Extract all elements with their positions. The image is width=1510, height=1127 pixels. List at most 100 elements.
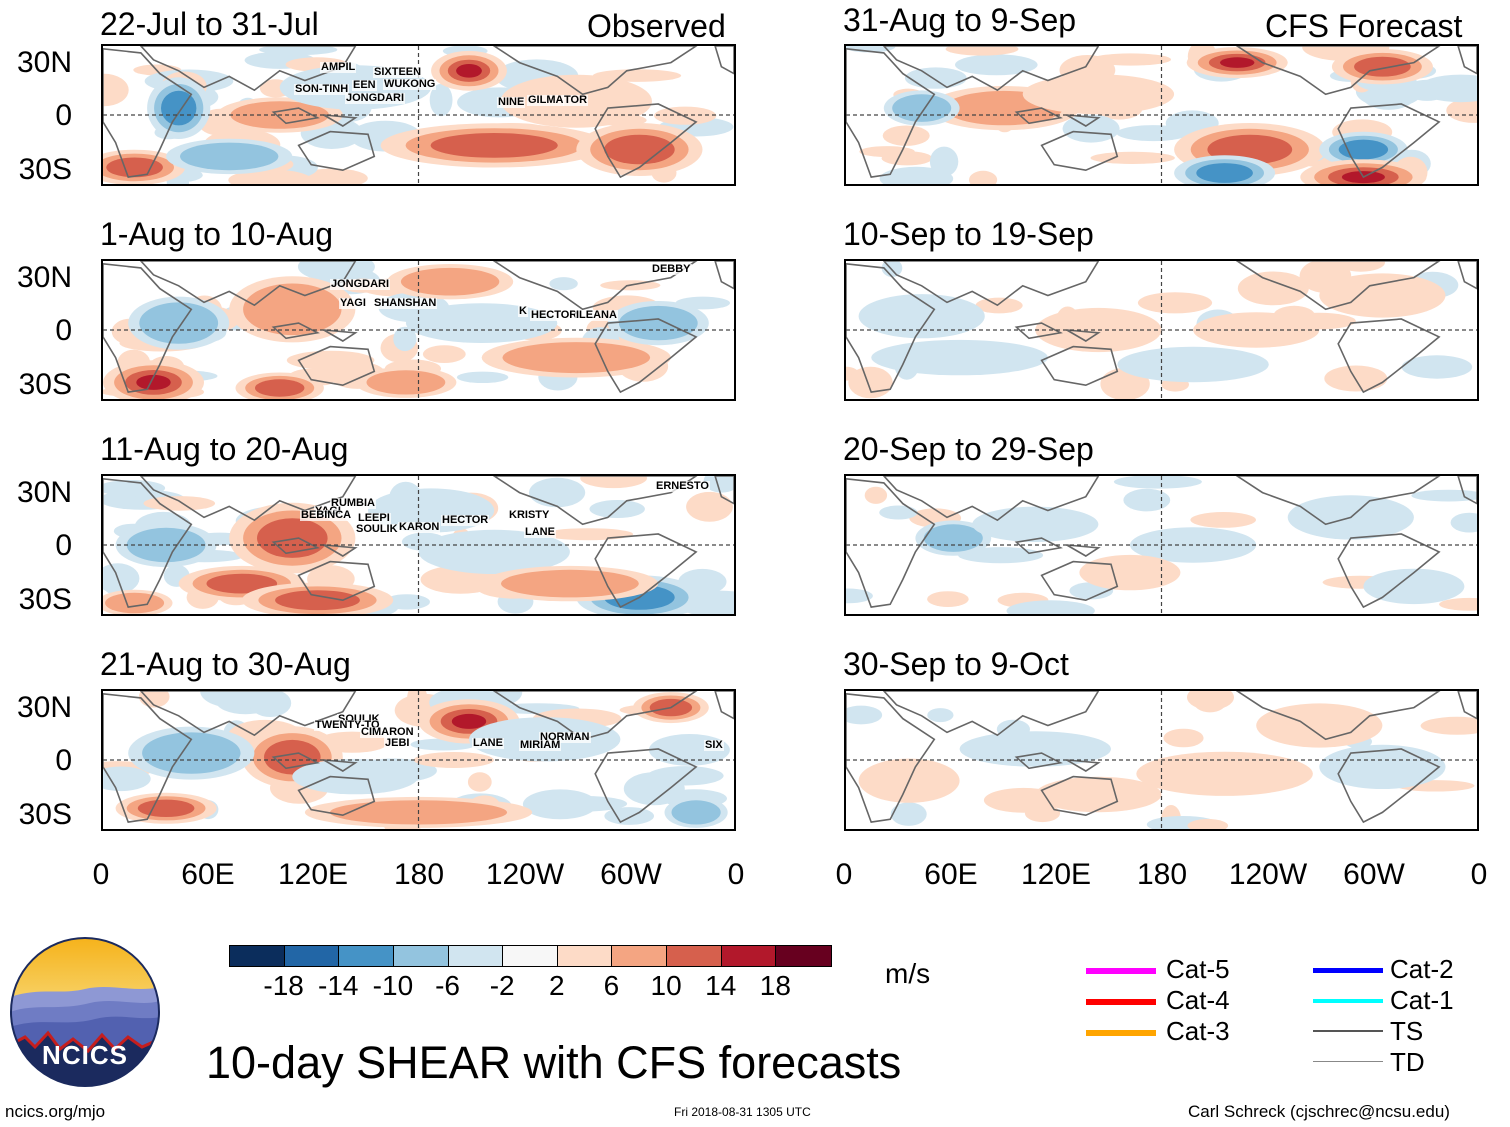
legend: Cat-5 Cat-4 Cat-3 Cat-2 Cat-1 TS TD — [1080, 955, 1500, 1085]
colorbar-swatch — [230, 946, 285, 966]
storm-label: HECTOR — [441, 514, 490, 526]
shear-anomaly-negative — [618, 305, 698, 341]
shear-anomaly-light — [1237, 271, 1309, 306]
shear-anomaly-positive — [1256, 703, 1383, 748]
coastline — [271, 752, 320, 770]
shear-field — [846, 261, 1477, 399]
shear-anomaly-positive — [604, 134, 675, 165]
coastline — [271, 322, 320, 340]
legend-line-td — [1313, 1061, 1383, 1062]
lat-label: 30S — [18, 153, 72, 186]
colorbar-swatch — [557, 946, 613, 966]
logo-text: NCICS — [42, 1040, 128, 1070]
shear-anomaly-negative — [871, 339, 1048, 376]
coastline — [1235, 261, 1441, 311]
colorbar-swatch — [393, 946, 449, 966]
coastline — [846, 47, 936, 178]
storm-label: KRISTY — [508, 509, 551, 521]
coastline — [1235, 46, 1441, 96]
panel-title-fcst-4: 30-Sep to 9-Oct — [843, 646, 1069, 682]
colorbar-tick-label: -18 — [263, 970, 304, 1001]
shear-anomaly-negative — [972, 506, 1099, 542]
storm-label: AMPIL — [320, 61, 357, 73]
shear-anomaly-light — [429, 83, 453, 117]
shear-anomaly-positive — [366, 370, 446, 395]
shear-anomaly-positive — [400, 267, 500, 296]
units-label: m/s — [885, 958, 931, 989]
shear-anomaly-light — [1113, 476, 1202, 489]
coastline — [323, 114, 358, 127]
storm-label: DEBBY — [651, 263, 692, 275]
legend-label-cat1: Cat-1 — [1390, 985, 1454, 1015]
coastline — [1457, 261, 1477, 290]
storm-label: GILMA — [527, 94, 565, 106]
legend-line-cat1 — [1313, 999, 1383, 1003]
shear-anomaly-negative — [1319, 744, 1446, 789]
shear-anomaly-positive — [501, 569, 639, 598]
coastline — [594, 533, 698, 609]
shear-anomaly-positive — [206, 573, 278, 594]
lat-label: 30S — [18, 368, 72, 401]
lon-label: 120E — [277, 858, 349, 891]
lat-label: 30N — [16, 46, 72, 79]
shear-anomaly-light — [945, 46, 1019, 56]
shear-anomaly-light — [1450, 512, 1477, 533]
shear-anomaly-negative — [671, 800, 721, 825]
shear-anomaly-light — [467, 772, 492, 792]
coastline — [492, 46, 698, 96]
storm-label: HECTOR — [530, 309, 579, 321]
map-panel-observed — [101, 474, 736, 616]
coastline — [297, 345, 376, 387]
colorbar-tick-label: 2 — [549, 970, 565, 1001]
coastline — [1066, 329, 1101, 342]
coastline — [714, 46, 734, 75]
shear-anomaly-negative — [1338, 139, 1389, 160]
lon-label: 60E — [924, 858, 978, 891]
lat-label: 0 — [55, 99, 72, 132]
colorbar-swatch — [284, 946, 340, 966]
coastline — [846, 262, 936, 393]
map-panel-forecast — [844, 44, 1479, 186]
coastline — [1066, 544, 1101, 557]
shear-anomaly-light — [1006, 600, 1095, 614]
shear-anomaly-light — [882, 125, 930, 146]
shear-anomaly-light — [859, 146, 915, 158]
coastline — [139, 261, 357, 307]
coastline — [714, 261, 734, 290]
legend-label-cat3: Cat-3 — [1166, 1016, 1230, 1046]
shear-anomaly-positive — [105, 592, 165, 614]
coastline — [323, 544, 358, 557]
shear-anomaly-light — [1090, 151, 1175, 164]
storm-label: TWENTY-TO — [314, 719, 381, 731]
coastline — [1457, 691, 1477, 720]
legend-line-cat5 — [1086, 968, 1156, 974]
shear-anomaly-positive — [275, 590, 360, 611]
shear-anomaly-light — [1024, 804, 1061, 823]
panel-title-obs-4: 21-Aug to 30-Aug — [100, 646, 351, 682]
shear-anomaly-light — [958, 547, 1044, 564]
coastline — [1235, 691, 1441, 741]
colorbar-swatch — [339, 946, 394, 966]
coastline — [1337, 748, 1441, 824]
shear-anomaly-positive — [1079, 554, 1181, 591]
shear-anomaly-light — [1062, 114, 1120, 143]
footer-credit: Carl Schreck (cjschrec@ncsu.edu) — [1188, 1102, 1450, 1121]
shear-anomaly-light — [969, 170, 998, 184]
storm-label: JEBI — [384, 737, 411, 749]
ncics-logo: NCICS — [10, 937, 160, 1087]
footer-website[interactable]: ncics.org/mjo — [5, 1102, 106, 1121]
legend-label-ts: TS — [1390, 1016, 1424, 1046]
panel-title-fcst-3: 20-Sep to 29-Sep — [843, 431, 1094, 467]
lat-label: 0 — [55, 314, 72, 347]
coastline — [594, 318, 698, 394]
storm-label: RUMBIA — [330, 497, 376, 509]
shear-anomaly-light — [927, 591, 969, 607]
coastline — [1014, 322, 1063, 340]
shear-anomaly-positive — [1035, 776, 1162, 813]
legend-line-cat3 — [1086, 1030, 1156, 1036]
coastline — [1040, 130, 1119, 172]
lat-label: 30S — [18, 798, 72, 831]
lon-label: 0 — [92, 858, 110, 891]
storm-label: TOR — [563, 94, 589, 106]
map-panel-observed — [101, 689, 736, 831]
